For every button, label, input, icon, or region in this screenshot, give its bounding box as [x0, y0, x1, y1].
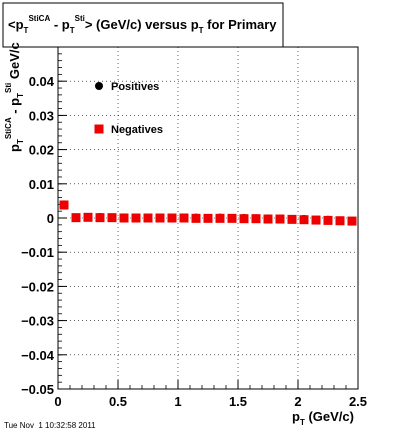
- chart-title-part: T: [199, 26, 204, 35]
- y-axis-label-part: GeV/c: [7, 42, 22, 82]
- y-axis-label-part: T: [16, 139, 25, 144]
- data-point-negatives: [179, 213, 189, 223]
- y-tick-label: −0.02: [21, 279, 54, 294]
- data-point-negatives: [203, 213, 213, 223]
- y-axis-label-part: T: [16, 93, 25, 98]
- data-point-negatives: [335, 216, 345, 226]
- legend-marker-circle: [95, 82, 103, 90]
- x-tick-label: 0: [54, 394, 61, 409]
- x-axis-label-part: (GeV/c): [305, 409, 354, 424]
- data-point-negatives: [227, 213, 237, 223]
- chart-title: <pTStiCA - pTSti> (GeV/c) versus pT for …: [8, 14, 277, 35]
- legend-marker-square: [94, 124, 104, 134]
- data-point-negatives: [107, 213, 117, 223]
- marks-layer: [59, 200, 357, 226]
- y-tick-label: −0.01: [21, 245, 54, 260]
- chart-title-part: > (GeV/c) versus p: [85, 17, 199, 32]
- x-axis-label-part: p: [292, 409, 300, 424]
- timestamp-label: Tue Nov 1 10:32:58 2011: [4, 421, 96, 430]
- x-tick-label: 1: [174, 394, 181, 409]
- y-tick-label: 0.03: [29, 108, 54, 123]
- chart-title-part: T: [24, 26, 29, 35]
- y-tick-label: 0.01: [29, 177, 54, 192]
- y-axis-label-part: p: [7, 144, 22, 152]
- chart-title-part: Sti: [75, 14, 85, 23]
- data-point-negatives: [347, 216, 357, 226]
- series-negatives: [59, 200, 357, 226]
- chart-title-part: StiCA: [28, 14, 50, 23]
- data-point-negatives: [287, 214, 297, 224]
- y-tick-label: 0.02: [29, 143, 54, 158]
- y-tick-label: −0.03: [21, 314, 54, 329]
- y-axis-label-part: Sti: [4, 83, 13, 93]
- data-point-negatives: [59, 200, 69, 210]
- x-tick-label: 0.5: [109, 394, 127, 409]
- chart-title-part: - p: [50, 17, 70, 32]
- legend: Positives Negatives: [94, 81, 163, 136]
- y-axis-label-part: StiCA: [4, 117, 13, 139]
- x-tick-label: 1.5: [229, 394, 247, 409]
- axes-layer: −0.05 −0.04 −0.03 −0.02 −0.01 0 0.01 0.02 0.03 0.…: [21, 46, 367, 409]
- chart-title-box: <pTStiCA - pTSti> (GeV/c) versus pT for …: [2, 2, 284, 48]
- data-point-negatives: [275, 214, 285, 224]
- data-point-negatives: [311, 215, 321, 225]
- chart-title-frame: [2, 2, 284, 48]
- chart-title-part: T: [70, 26, 75, 35]
- legend-label: Negatives: [111, 124, 163, 136]
- y-axis-label-part: - p: [7, 98, 22, 118]
- data-point-negatives: [95, 213, 105, 223]
- data-point-negatives: [167, 213, 177, 223]
- chart-title-part: <p: [8, 17, 24, 32]
- y-tick-label: 0.04: [29, 74, 55, 89]
- y-tick-label: −0.05: [21, 382, 54, 397]
- x-tick-label: 2.5: [349, 394, 367, 409]
- chart-title-part: for Primary: [204, 17, 278, 32]
- data-point-negatives: [131, 213, 141, 223]
- x-axis-label-part: T: [300, 418, 305, 427]
- data-point-negatives: [263, 214, 273, 224]
- data-point-negatives: [155, 213, 165, 223]
- data-point-negatives: [215, 213, 225, 223]
- legend-item-negatives: Negatives: [94, 124, 163, 136]
- y-axis-label: pTStiCA - pTSti GeV/c: [4, 42, 25, 152]
- data-point-negatives: [83, 212, 93, 222]
- data-point-negatives: [299, 215, 309, 225]
- legend-label: Positives: [111, 81, 159, 93]
- legend-item-positives: Positives: [95, 81, 159, 93]
- data-point-negatives: [239, 214, 249, 224]
- data-point-negatives: [251, 214, 261, 224]
- y-tick-label: 0: [47, 211, 54, 226]
- data-point-negatives: [119, 213, 129, 223]
- data-point-negatives: [143, 213, 153, 223]
- y-tick-label: −0.04: [21, 348, 55, 363]
- data-point-negatives: [323, 215, 333, 225]
- x-tick-label: 2: [294, 394, 301, 409]
- data-point-negatives: [191, 213, 201, 223]
- data-point-negatives: [71, 213, 81, 223]
- x-axis-label: pT (GeV/c): [292, 409, 354, 427]
- grid-layer: [57, 47, 359, 390]
